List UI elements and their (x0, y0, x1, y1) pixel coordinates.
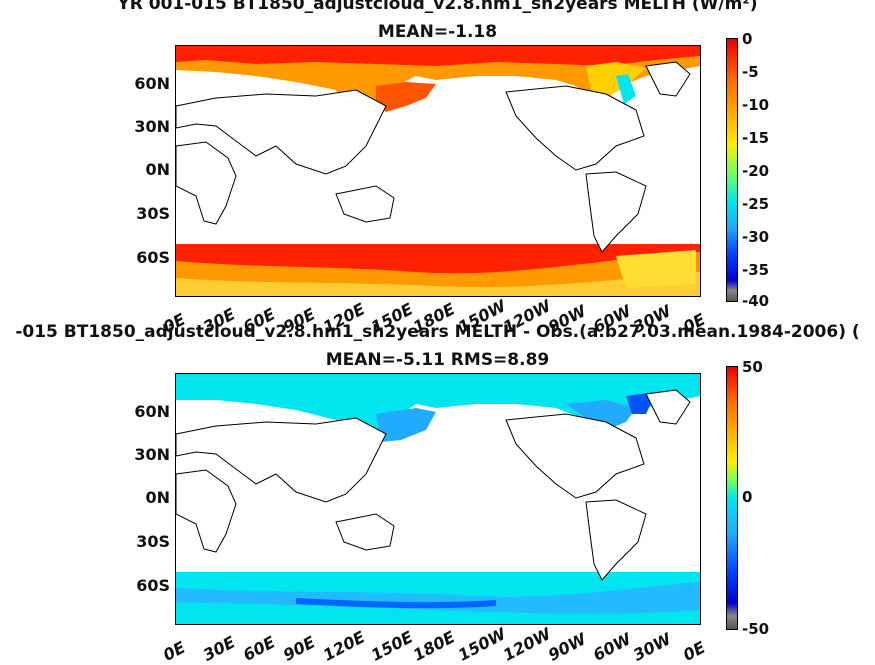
panel1-map (175, 45, 701, 297)
lat-label: 60S (136, 576, 170, 595)
colorbar-label: 0 (742, 488, 753, 506)
australia-outline (335, 185, 395, 223)
greenland-outline (645, 61, 691, 97)
arctic-anomaly-band (176, 374, 700, 442)
lat-label: 60N (134, 402, 170, 421)
lon-label: 150E (368, 627, 417, 665)
lat-label: 60S (136, 248, 170, 267)
lon-label: 60E (240, 632, 279, 665)
lat-label: 30N (134, 445, 170, 464)
lon-label: 60W (590, 629, 635, 665)
colorbar-label: -50 (742, 620, 770, 638)
panel2-map (175, 373, 701, 625)
colorbar-label: -30 (742, 228, 770, 246)
eurasia-outline (176, 89, 387, 175)
lat-label: 60N (134, 74, 170, 93)
lat-label: 0N (145, 488, 170, 507)
lon-label: 120E (320, 627, 369, 665)
lat-label: 0N (145, 160, 170, 179)
colorbar-label: 50 (742, 358, 763, 376)
lon-label: 30E (200, 632, 239, 665)
panel1-colorbar (726, 38, 738, 302)
lon-label: 180E (410, 627, 459, 665)
panel1-subtitle: MEAN=-1.18 (377, 22, 498, 42)
colorbar-label: -40 (742, 292, 770, 310)
colorbar-label: -20 (742, 162, 770, 180)
north-america-outline (505, 85, 645, 171)
colorbar-label: -5 (742, 63, 759, 81)
panel2-colorbar (726, 366, 738, 630)
lat-label: 30N (134, 117, 170, 136)
lon-label: 150W (455, 624, 509, 665)
lon-label: 0E (680, 637, 709, 665)
colorbar-label: 0 (742, 30, 753, 48)
lon-label: 90E (280, 632, 319, 665)
panel2-title: -015 BT1850_adjustcloud_v2.8.hm1_sh2year… (15, 322, 860, 342)
lat-label: 30S (136, 204, 170, 223)
lon-label: 30W (630, 629, 675, 665)
colorbar-label: -25 (742, 195, 770, 213)
colorbar-label: -15 (742, 129, 770, 147)
lon-label: 90W (545, 629, 590, 665)
colorbar-label: -10 (742, 96, 770, 114)
panel1-title: YR 001-015 BT1850_adjustcloud_v2.8.hm1_s… (117, 0, 758, 14)
lon-label: 120W (500, 624, 554, 665)
lon-label: 0E (160, 637, 189, 665)
africa-outline (176, 141, 237, 225)
panel2-subtitle: MEAN=-5.11 RMS=8.89 (325, 350, 550, 370)
lat-label: 30S (136, 532, 170, 551)
south-america-outline (585, 171, 647, 253)
colorbar-label: -35 (742, 261, 770, 279)
